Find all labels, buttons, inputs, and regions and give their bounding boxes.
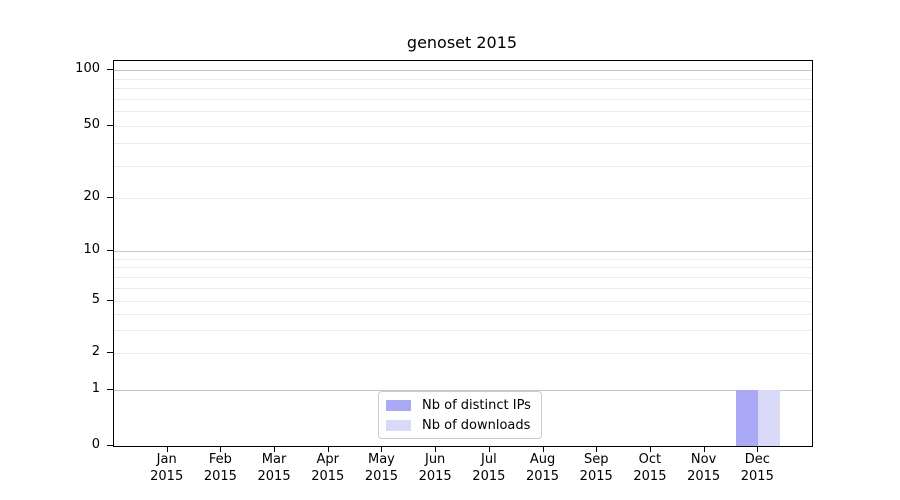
y-minor-gridline-60	[114, 111, 812, 112]
y-tick-50	[107, 125, 114, 126]
x-tick-label-may: May 2015	[364, 452, 398, 484]
x-tick-label-jun: Jun 2015	[418, 452, 452, 484]
legend-swatch-downloads	[386, 419, 411, 431]
x-tick-jul	[488, 446, 490, 452]
legend-item-downloads: Nb of downloads	[386, 415, 531, 435]
y-tick-label-1: 1	[91, 381, 100, 396]
legend-swatch-distinct-ips	[386, 399, 411, 411]
y-minor-gridline-70	[114, 99, 812, 100]
x-tick-label-feb: Feb 2015	[203, 452, 237, 484]
y-minor-gridline-9	[114, 259, 812, 260]
legend: Nb of distinct IPs Nb of downloads	[378, 391, 542, 439]
y-gridline-100	[114, 70, 812, 71]
y-gridline-10	[114, 251, 812, 252]
y-minor-gridline-30	[114, 166, 812, 167]
x-tick-label-jan: Jan 2015	[150, 452, 184, 484]
y-tick-label-10: 10	[83, 242, 100, 257]
y-minor-gridline-80	[114, 88, 812, 89]
y-tick-0	[107, 445, 114, 446]
y-tick-1	[107, 389, 114, 390]
y-tick-20	[107, 197, 114, 198]
x-tick-label-sep: Sep 2015	[579, 452, 613, 484]
y-tick-label-50: 50	[83, 117, 100, 132]
y-tick-2	[107, 352, 114, 353]
x-tick-label-dec: Dec 2015	[740, 452, 774, 484]
x-tick-sep	[596, 446, 598, 452]
y-tick-10	[107, 250, 114, 251]
y-tick-5	[107, 300, 114, 301]
plot-area: Nb of distinct IPs Nb of downloads	[113, 60, 813, 447]
x-tick-dec	[757, 446, 759, 452]
y-gridline-2	[114, 353, 812, 354]
x-tick-feb	[220, 446, 222, 452]
y-tick-label-100: 100	[75, 61, 100, 76]
x-tick-oct	[649, 446, 651, 452]
legend-item-distinct-ips: Nb of distinct IPs	[386, 395, 531, 415]
bar-dec-series0	[736, 390, 759, 446]
y-tick-100	[107, 69, 114, 70]
y-minor-gridline-40	[114, 143, 812, 144]
y-minor-gridline-90	[114, 79, 812, 80]
y-minor-gridline-3	[114, 330, 812, 331]
y-minor-gridline-4	[114, 314, 812, 315]
x-tick-aug	[542, 446, 544, 452]
x-tick-jan	[166, 446, 168, 452]
x-tick-label-mar: Mar 2015	[257, 452, 291, 484]
y-gridline-5	[114, 301, 812, 302]
x-tick-label-nov: Nov 2015	[687, 452, 721, 484]
y-tick-label-20: 20	[83, 189, 100, 204]
x-tick-nov	[703, 446, 705, 452]
x-tick-label-jul: Jul 2015	[472, 452, 506, 484]
y-minor-gridline-7	[114, 277, 812, 278]
x-tick-mar	[274, 446, 276, 452]
x-tick-jun	[435, 446, 437, 452]
y-minor-gridline-6	[114, 288, 812, 289]
x-tick-label-oct: Oct 2015	[633, 452, 667, 484]
y-tick-label-5: 5	[91, 292, 100, 307]
x-tick-may	[381, 446, 383, 452]
x-tick-apr	[327, 446, 329, 452]
y-tick-label-2: 2	[91, 344, 100, 359]
x-tick-label-apr: Apr 2015	[311, 452, 345, 484]
bar-dec-series1	[758, 390, 781, 446]
y-minor-gridline-8	[114, 267, 812, 268]
y-gridline-50	[114, 126, 812, 127]
y-tick-label-0: 0	[91, 437, 100, 452]
y-gridline-20	[114, 198, 812, 199]
y-gridline-1	[114, 390, 812, 391]
chart-title: genoset 2015	[406, 33, 518, 52]
x-tick-label-aug: Aug 2015	[525, 452, 560, 484]
legend-label-distinct-ips: Nb of distinct IPs	[422, 397, 531, 413]
legend-label-downloads: Nb of downloads	[422, 417, 531, 433]
